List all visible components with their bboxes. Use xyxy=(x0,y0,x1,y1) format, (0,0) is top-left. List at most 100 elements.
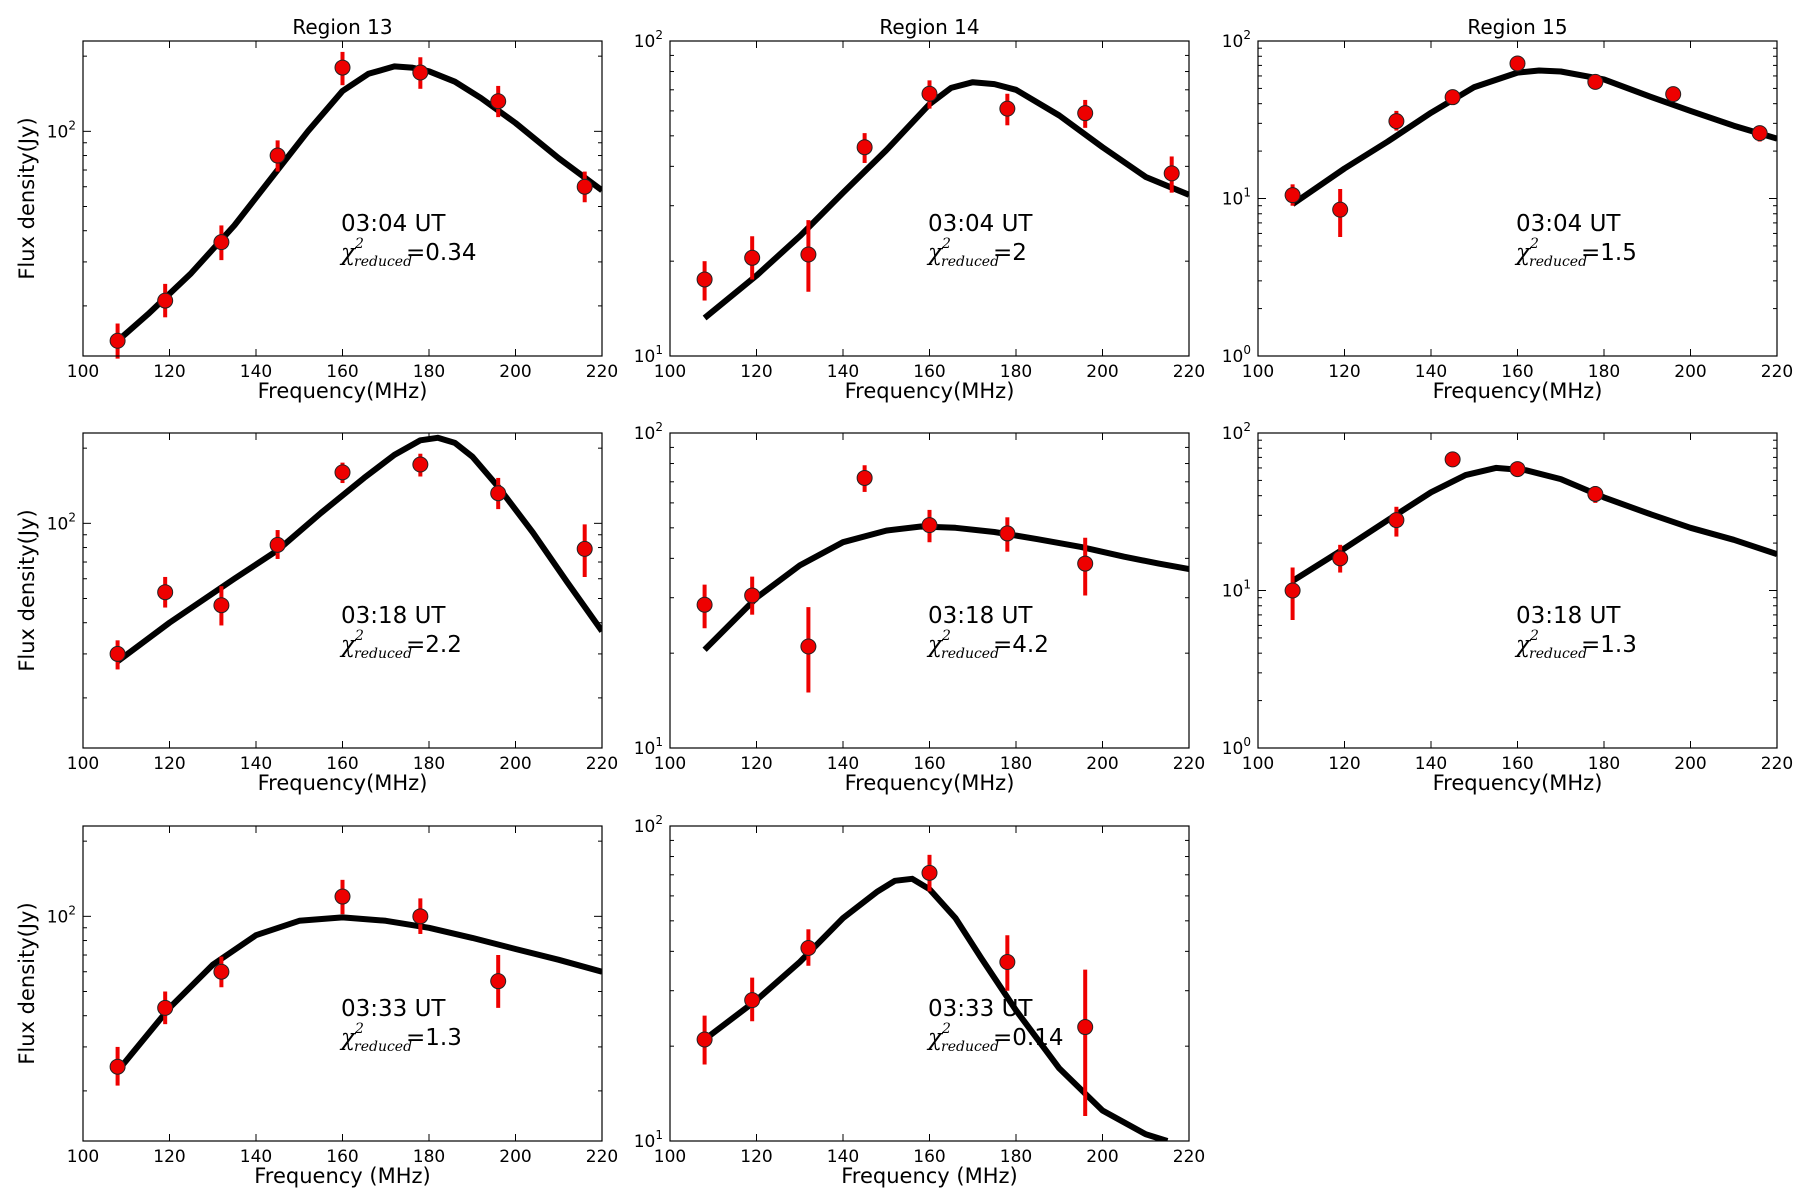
chi-superscript: 2 xyxy=(354,236,364,252)
x-tick-label: 160 xyxy=(1501,362,1533,382)
y-tick-base: 10 xyxy=(634,424,656,444)
fit-curve xyxy=(115,434,602,664)
y-tick-label: 101 xyxy=(1222,578,1251,602)
y-tick-label: 102 xyxy=(1222,420,1251,444)
x-tick-label: 160 xyxy=(326,362,358,382)
chi-symbol: χ xyxy=(926,1025,944,1051)
x-tick-label: 100 xyxy=(1242,754,1274,774)
fit-curve xyxy=(702,523,1189,652)
x-tick-label: 160 xyxy=(913,1147,945,1167)
fit-curve xyxy=(115,63,602,344)
x-axis-label: Frequency(MHz) xyxy=(1433,771,1603,795)
x-tick-label: 100 xyxy=(1242,362,1274,382)
data-point xyxy=(157,292,174,309)
chi-value: =1.3 xyxy=(406,1025,462,1051)
x-tick-label: 100 xyxy=(67,362,99,382)
y-tick-base: 10 xyxy=(1222,582,1244,602)
data-point xyxy=(999,954,1016,971)
fit-curve xyxy=(1290,67,1777,207)
chi-value: =2 xyxy=(993,240,1027,266)
x-tick-label: 220 xyxy=(586,362,618,382)
fit-curve xyxy=(115,914,602,1074)
x-tick-label: 180 xyxy=(1588,362,1620,382)
chi-symbol: χ xyxy=(339,240,357,266)
chi-superscript: 2 xyxy=(1529,236,1539,252)
data-point xyxy=(800,939,817,956)
data-point xyxy=(213,597,230,614)
x-tick-label: 120 xyxy=(740,754,772,774)
y-axis-label: Flux density(Jy) xyxy=(15,117,39,279)
data-point xyxy=(109,645,126,662)
x-axis-label: Frequency(MHz) xyxy=(845,379,1015,403)
data-point xyxy=(800,638,817,655)
data-point xyxy=(1665,86,1682,103)
x-tick-label: 140 xyxy=(827,754,859,774)
x-tick-label: 200 xyxy=(499,754,531,774)
x-tick-label: 200 xyxy=(1674,754,1706,774)
chi-label: χ xyxy=(339,632,357,658)
panel-5: 100 120 140 160 180 200 220102101Frequency(MHz… xyxy=(634,420,1206,795)
data-point xyxy=(412,908,429,925)
data-point xyxy=(1332,550,1349,567)
x-tick-label: 100 xyxy=(67,1147,99,1167)
data-point xyxy=(856,469,873,486)
x-tick-label: 100 xyxy=(654,1147,686,1167)
y-tick-exponent: 1 xyxy=(1243,578,1251,592)
y-tick-label: 100 xyxy=(1222,735,1251,759)
time-label: 03:18 UT xyxy=(1516,603,1621,629)
chi-symbol: χ xyxy=(926,632,944,658)
chi-symbol: χ xyxy=(1514,632,1532,658)
y-tick-base: 10 xyxy=(634,739,656,759)
x-tick-label: 140 xyxy=(240,1147,272,1167)
y-tick-exponent: 1 xyxy=(655,1128,663,1142)
data-point xyxy=(1587,73,1604,90)
y-tick-base: 10 xyxy=(47,122,69,142)
chi-label: χ xyxy=(926,1025,944,1051)
data-point xyxy=(490,973,507,990)
x-tick-label: 180 xyxy=(1000,754,1032,774)
y-tick-exponent: 2 xyxy=(1243,420,1251,434)
y-tick-label: 102 xyxy=(47,118,76,142)
chi-value: =4.2 xyxy=(993,632,1049,658)
y-tick-label: 100 xyxy=(1222,343,1251,367)
y-tick-base: 10 xyxy=(1222,739,1244,759)
x-axis-label: Frequency (MHz) xyxy=(841,1164,1017,1188)
data-point xyxy=(1284,582,1301,599)
y-tick-base: 10 xyxy=(634,1132,656,1152)
chi-value: =2.2 xyxy=(406,632,462,658)
data-point xyxy=(1444,89,1461,106)
data-point xyxy=(1388,113,1405,130)
x-tick-label: 220 xyxy=(586,754,618,774)
x-tick-label: 140 xyxy=(240,362,272,382)
data-point xyxy=(921,85,938,102)
x-tick-label: 220 xyxy=(1761,754,1793,774)
x-tick-label: 100 xyxy=(654,754,686,774)
y-tick-exponent: 2 xyxy=(68,118,76,132)
y-tick-base: 10 xyxy=(1222,32,1244,52)
data-point xyxy=(1587,485,1604,502)
x-tick-label: 200 xyxy=(1086,362,1118,382)
data-point xyxy=(856,139,873,156)
chi-subscript: reduced xyxy=(941,646,999,662)
y-tick-exponent: 2 xyxy=(655,813,663,827)
panel-title: Region 15 xyxy=(1467,15,1567,39)
data-point xyxy=(269,536,286,553)
chi-subscript: reduced xyxy=(941,1039,999,1055)
chi-symbol: χ xyxy=(339,632,357,658)
data-point xyxy=(1509,55,1526,72)
chi-superscript: 2 xyxy=(941,628,951,644)
plot-frame xyxy=(669,40,1190,357)
x-tick-label: 220 xyxy=(1761,362,1793,382)
data-point xyxy=(490,93,507,110)
plot-frame xyxy=(1257,40,1778,357)
y-tick-label: 102 xyxy=(1222,28,1251,52)
plot-frame xyxy=(82,40,603,357)
data-point xyxy=(157,999,174,1016)
chi-subscript: reduced xyxy=(1529,646,1587,662)
data-point xyxy=(269,147,286,164)
x-tick-label: 140 xyxy=(827,1147,859,1167)
chi-label: χ xyxy=(926,632,944,658)
